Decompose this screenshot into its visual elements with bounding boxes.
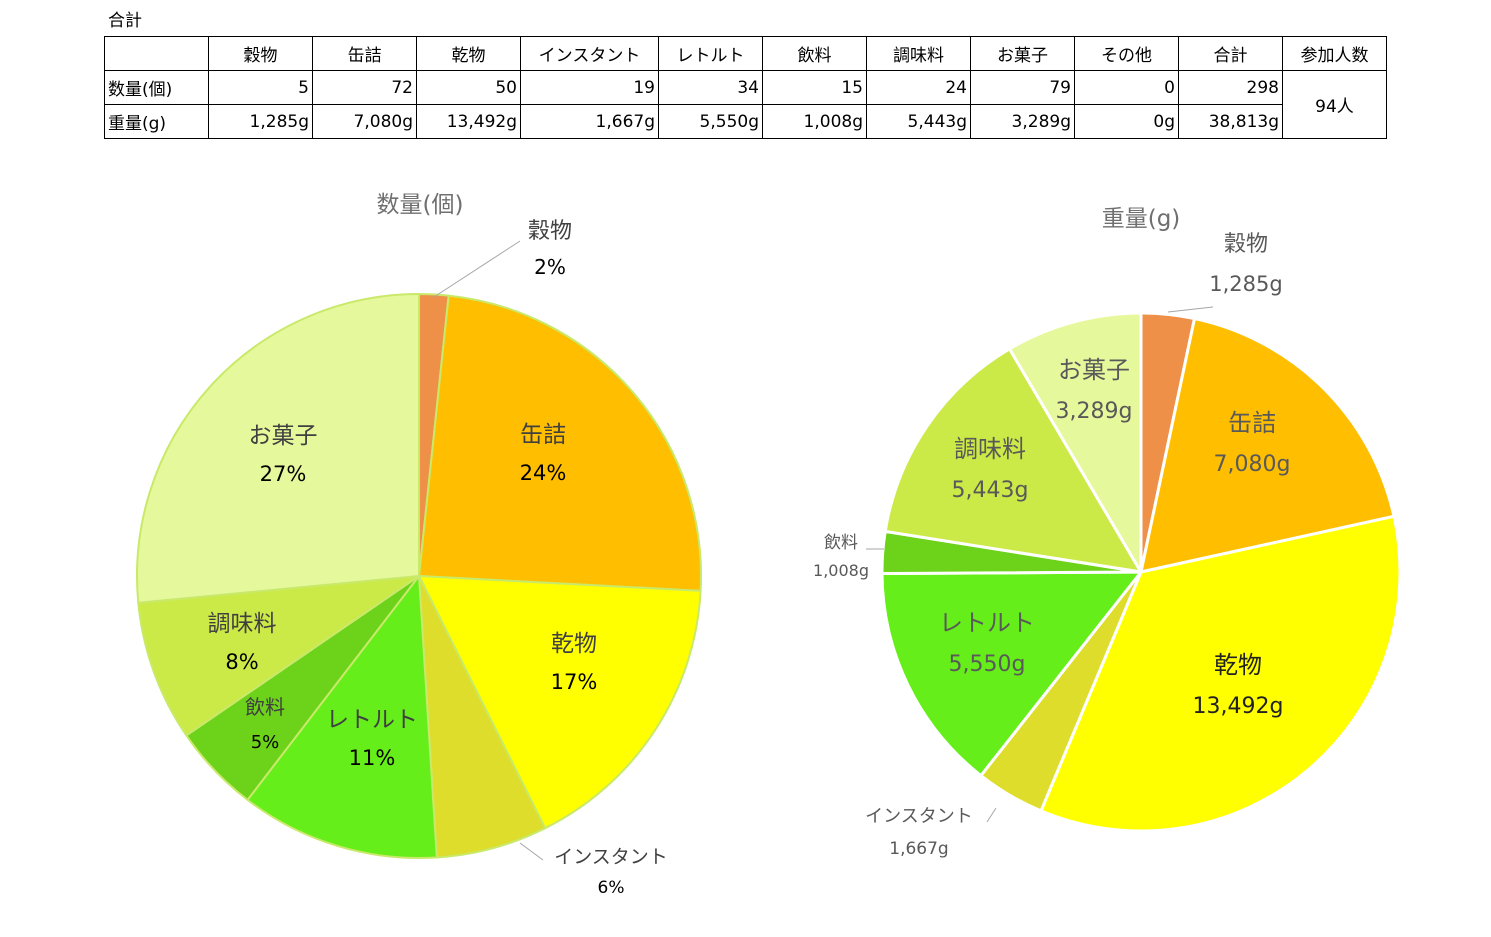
pie-slice: [1039, 514, 1402, 833]
slice-value-label: 13,492g: [1193, 694, 1284, 719]
header-cell: その他: [1074, 36, 1179, 71]
chart-title: 数量(個): [377, 192, 464, 218]
slice-value-label: 8%: [225, 650, 258, 674]
header-cell: お菓子: [970, 36, 1075, 71]
chart-title: 重量(g): [1102, 206, 1181, 232]
table-header-row: 穀物 缶詰 乾物 インスタント レトルト 飲料 調味料 お菓子 その他 合計 参…: [104, 36, 1387, 71]
slice-value-label: 5,550g: [949, 652, 1026, 677]
table-cell: 13,492g: [416, 104, 521, 139]
slice-value-label: 6%: [598, 878, 625, 898]
table-row: 重量(g) 1,285g 7,080g 13,492g 1,667g 5,550…: [104, 104, 1387, 139]
slice-value-label: 11%: [349, 746, 396, 770]
pie-slice: [137, 575, 420, 737]
header-cell: 飲料: [762, 36, 867, 71]
pie-slice: [883, 347, 1143, 574]
pie-chart-quantity: 数量(個) 穀物 2% 缶詰 24% 乾物 17% インスタント 6% レトルト 11% 飲料 5% 調味…: [136, 192, 702, 898]
table-cell: 15: [762, 70, 867, 105]
slice-category-label: 缶詰: [520, 422, 566, 448]
table-cell: 5,443g: [866, 104, 971, 139]
slice-value-label: 1,285g: [1209, 272, 1282, 296]
header-cell: 合計: [1178, 36, 1283, 71]
table-cell: 34: [658, 70, 763, 105]
leader-line: [519, 842, 544, 861]
slice-category-label: 飲料: [245, 695, 285, 719]
slice-value-label: 27%: [260, 462, 307, 486]
leader-line: [433, 240, 521, 298]
header-cell: [104, 36, 209, 71]
slice-category-label: 缶詰: [1228, 409, 1276, 437]
table-cell: 298: [1178, 70, 1283, 105]
row-label: 数量(個): [104, 70, 209, 105]
table-cell: 7,080g: [312, 104, 417, 139]
slice-value-label: 1,008g: [813, 561, 869, 580]
table-cell: 0: [1074, 70, 1179, 105]
leader-line: [1167, 306, 1214, 313]
slice-value-label: 5%: [251, 732, 280, 753]
slice-category-label: 調味料: [208, 611, 277, 637]
slice-category-label: レトルト: [939, 609, 1035, 637]
pie-slice: [418, 575, 547, 859]
slice-category-label: 穀物: [528, 219, 572, 244]
slice-category-label: 飲料: [824, 533, 858, 553]
slice-category-label: インスタント: [865, 806, 973, 827]
pie-slice: [418, 294, 702, 592]
table-cell: 5,550g: [658, 104, 763, 139]
header-cell: 参加人数: [1282, 36, 1387, 71]
slice-category-label: レトルト: [326, 707, 418, 733]
sheet-title: 合計: [108, 11, 142, 31]
slice-value-label: 17%: [551, 670, 598, 694]
slice-value-label: 7,080g: [1214, 452, 1291, 477]
slice-value-label: 24%: [520, 461, 567, 485]
table-cell: 50: [416, 70, 521, 105]
pie-slice: [880, 570, 1143, 778]
slice-category-label: 調味料: [954, 435, 1026, 463]
table-cell: 5: [208, 70, 313, 105]
slice-category-label: お菓子: [249, 423, 318, 449]
slice-value-label: 5,443g: [952, 478, 1029, 503]
pie-slice: [1139, 317, 1396, 574]
row-label: 重量(g): [104, 104, 209, 139]
header-cell: 穀物: [208, 36, 313, 71]
header-cell: 調味料: [866, 36, 971, 71]
slice-category-label: インスタント: [554, 846, 668, 868]
participants-cell: 94人: [1282, 70, 1387, 139]
slice-category-label: 乾物: [551, 631, 597, 657]
summary-table: 穀物 缶詰 乾物 インスタント レトルト 飲料 調味料 お菓子 その他 合計 参…: [104, 36, 1387, 139]
slice-category-label: お菓子: [1058, 356, 1130, 384]
header-cell: 乾物: [416, 36, 521, 71]
slice-value-label: 2%: [534, 255, 566, 279]
slice-category-label: 穀物: [1224, 232, 1268, 257]
pie-slice: [246, 575, 438, 859]
leader-line: [986, 807, 997, 823]
table-cell: 38,813g: [1178, 104, 1283, 139]
pie-slice: [1008, 311, 1143, 574]
slice-category-label: 乾物: [1214, 651, 1262, 679]
slice-value-label: 3,289g: [1056, 399, 1133, 424]
pie-chart-weight: 重量(g) 穀物 1,285g 缶詰 7,080g 乾物 13,492g インスタント 1,66…: [813, 206, 1402, 859]
table-cell: 1,667g: [520, 104, 659, 139]
pie-slice: [418, 575, 702, 830]
slice-value-label: 1,667g: [889, 839, 948, 859]
pie-slice: [136, 293, 420, 604]
